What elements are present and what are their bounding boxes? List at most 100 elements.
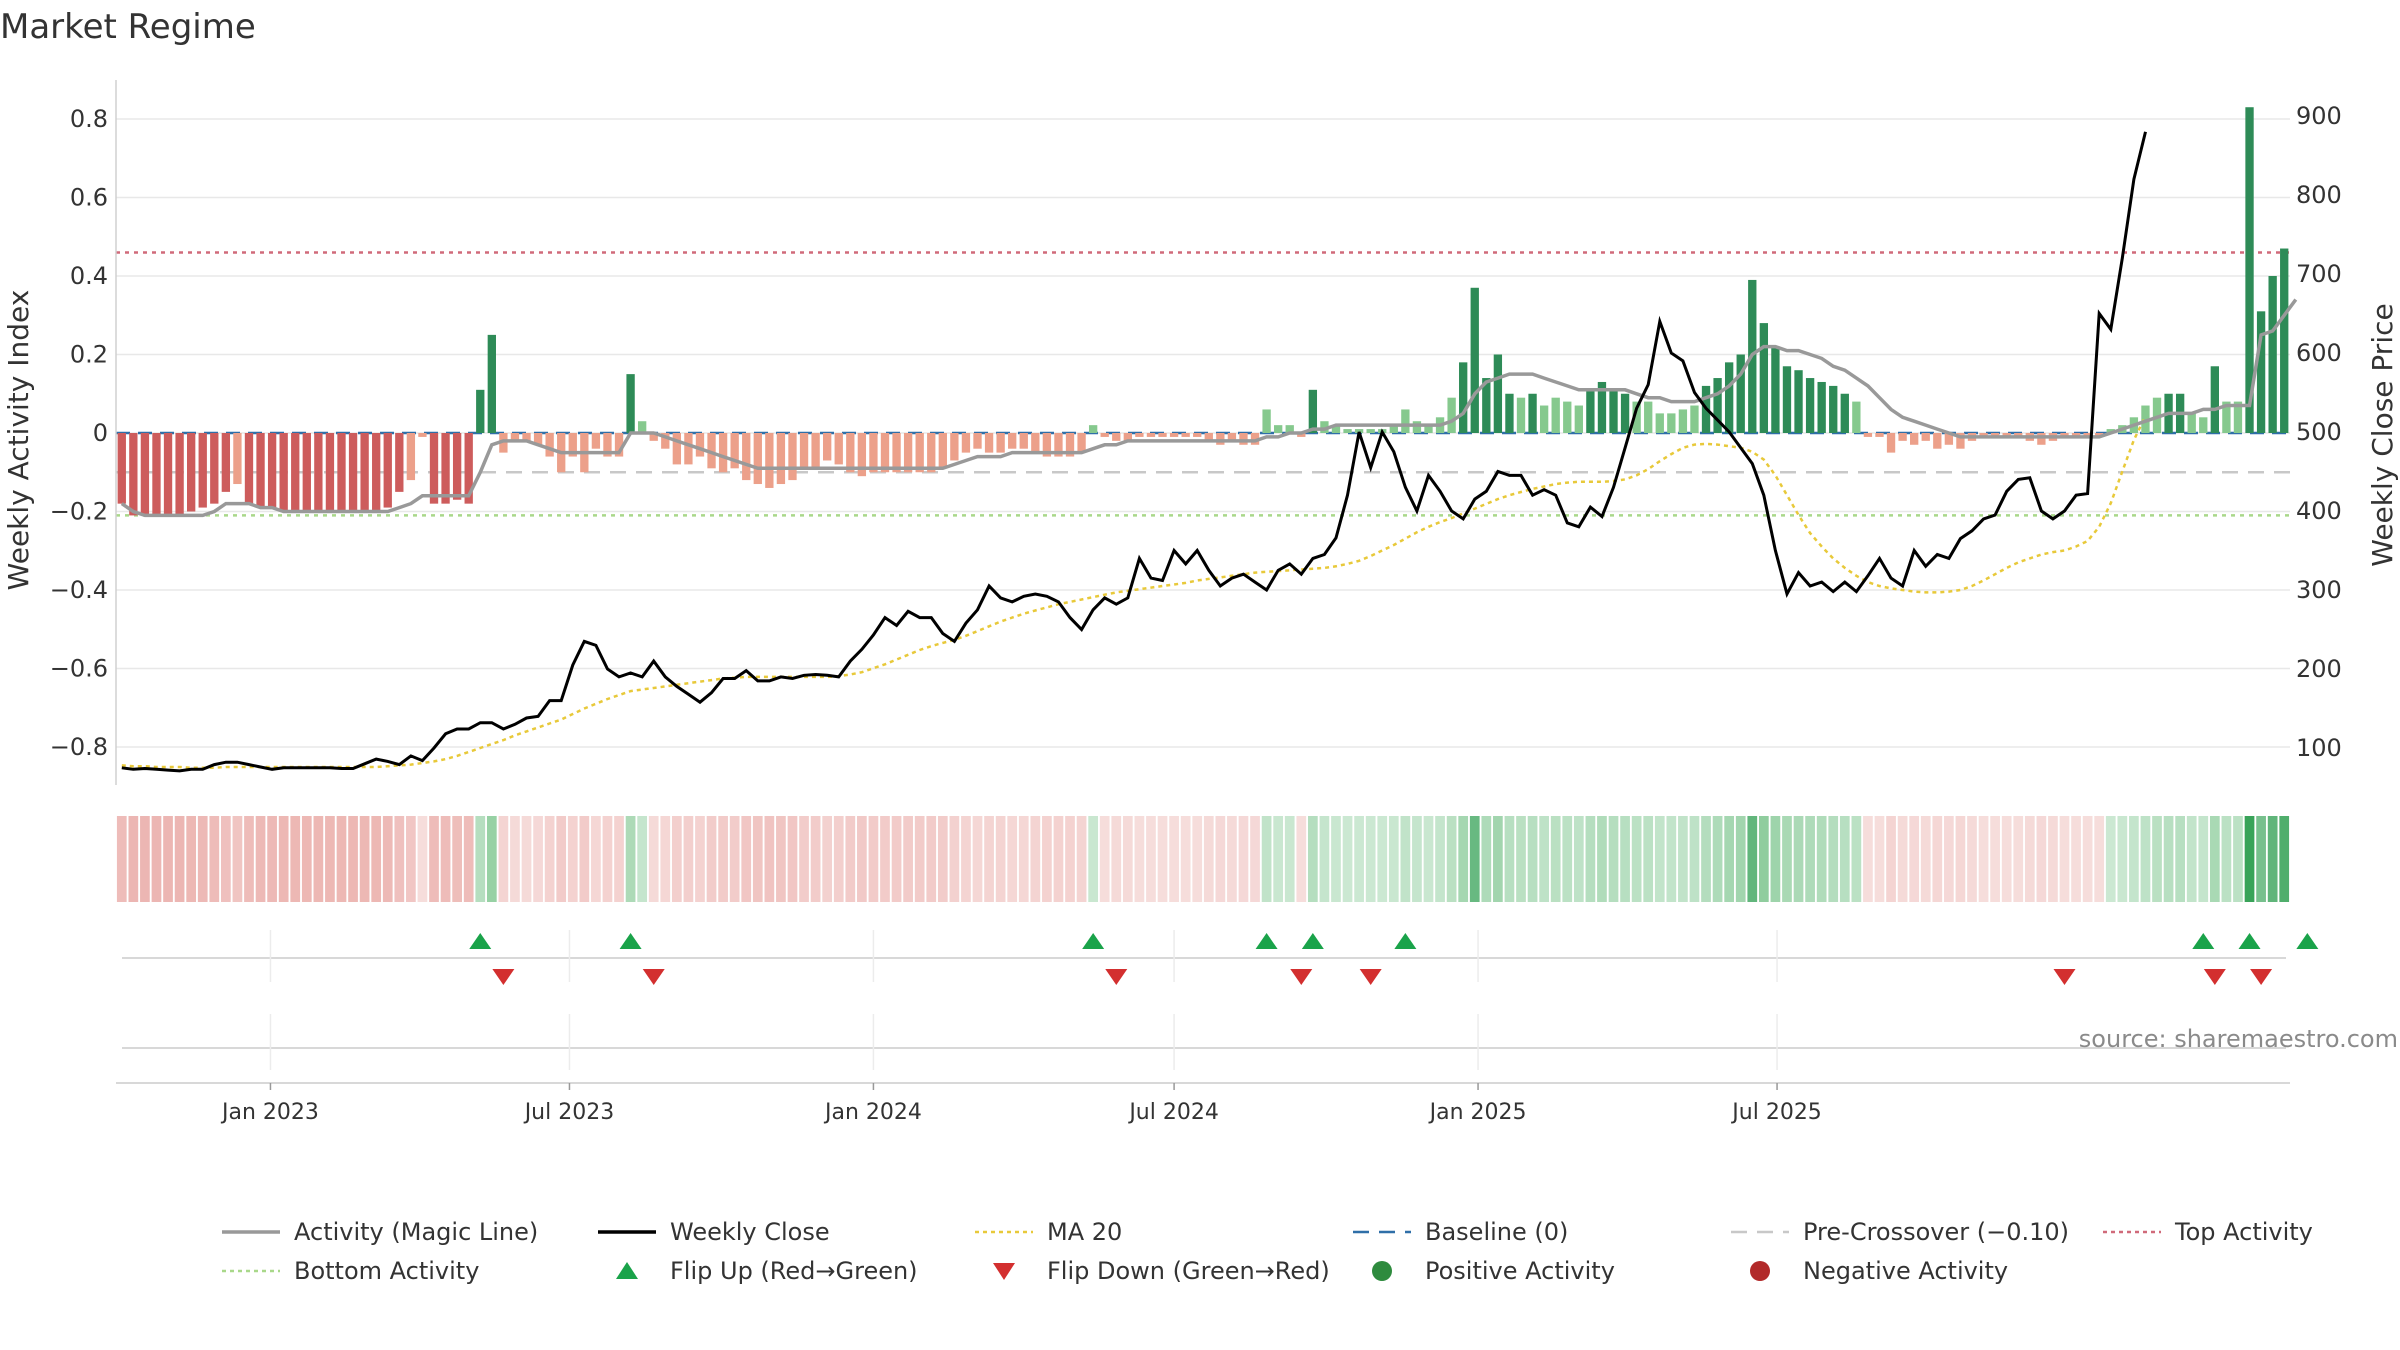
activity-bar — [2210, 366, 2219, 433]
activity-bar — [938, 433, 947, 469]
regime-cell — [2279, 816, 2290, 902]
activity-bar — [626, 374, 635, 433]
regime-cell — [1724, 816, 1735, 902]
activity-bar — [707, 433, 716, 469]
regime-cell — [1238, 816, 1249, 902]
activity-bar — [210, 433, 219, 504]
regime-cell — [729, 816, 740, 902]
legend-label: Flip Up (Red→Green) — [670, 1257, 918, 1285]
y-right-tick-label: 600 — [2296, 339, 2342, 367]
regime-cell — [1215, 816, 1226, 902]
regime-cell — [695, 816, 705, 902]
regime-cell — [1689, 816, 1700, 902]
regime-cell — [1493, 816, 1503, 902]
activity-bar — [1586, 389, 1595, 433]
regime-cell — [1331, 816, 1341, 902]
regime-cell — [2129, 816, 2139, 902]
y-left-tick-label: 0.4 — [70, 262, 108, 290]
regime-cell — [1909, 816, 1920, 902]
flip-up-marker — [2238, 933, 2261, 949]
regime-cell — [359, 816, 370, 902]
legend-item: Bottom Activity — [222, 1257, 479, 1285]
activity-bar — [325, 433, 335, 512]
activity-bar — [846, 433, 855, 473]
regime-cell — [1423, 816, 1434, 902]
activity-bar — [429, 433, 439, 504]
flip-up-marker — [1082, 933, 1105, 949]
activity-bar — [614, 433, 624, 457]
activity-bar — [2037, 433, 2046, 445]
activity-bar — [1875, 433, 1884, 437]
regime-cell — [232, 816, 243, 902]
activity-bar — [2187, 413, 2196, 433]
activity-bar — [2233, 401, 2243, 433]
series-lines — [120, 131, 2298, 773]
flip-down-marker — [1105, 969, 1128, 985]
y-left-tick-label: 0.2 — [70, 341, 108, 369]
activity-bar — [1459, 362, 1468, 433]
activity-bar — [464, 433, 473, 504]
regime-cell — [2082, 816, 2093, 902]
activity-bar — [1528, 393, 1537, 433]
regime-cell — [1458, 816, 1469, 902]
regime-cell — [1516, 816, 1526, 902]
legend-swatch — [1750, 1261, 1770, 1281]
weekly-close-line — [121, 131, 2147, 773]
activity-bar — [1320, 421, 1329, 433]
flip-markers — [116, 930, 2319, 1084]
y-right-tick-label: 300 — [2296, 576, 2342, 604]
activity-bar — [1933, 433, 1942, 449]
activity-bar — [1990, 433, 2000, 437]
regime-cell — [799, 816, 809, 902]
activity-bar — [1274, 425, 1283, 433]
activity-bar — [1713, 378, 1722, 433]
regime-cell — [1585, 816, 1596, 902]
flip-up-marker — [2192, 933, 2215, 949]
activity-bar — [591, 433, 601, 449]
regime-cell — [787, 816, 798, 902]
activity-bar — [1678, 409, 1688, 433]
y-right-tick-label: 500 — [2296, 418, 2342, 446]
activity-bar — [2245, 107, 2254, 433]
activity-bar — [140, 433, 150, 516]
regime-cell — [2256, 816, 2266, 902]
y-axis-left-label: Weekly Activity Index — [2, 290, 35, 591]
regime-cell — [301, 816, 312, 902]
regime-cell — [1319, 816, 1330, 902]
activity-bar — [603, 433, 612, 457]
regime-cell — [1192, 816, 1203, 902]
regime-cell — [1284, 816, 1295, 902]
activity-bar — [499, 433, 508, 453]
regime-cell — [1307, 816, 1318, 902]
y-right-tick-label: 700 — [2296, 260, 2342, 288]
flip-down-marker — [2053, 969, 2076, 985]
regime-cell — [1157, 816, 1168, 902]
activity-bar — [1158, 433, 1167, 437]
activity-bar — [1008, 433, 1017, 449]
legend-item: Weekly Close — [598, 1218, 830, 1246]
activity-bar — [1135, 433, 1144, 437]
regime-cell — [220, 816, 231, 902]
regime-cell — [151, 816, 162, 902]
regime-cell — [417, 816, 428, 902]
regime-cell — [116, 816, 127, 902]
activity-bar — [1979, 433, 1988, 437]
regime-cell — [278, 816, 289, 902]
regime-cell — [926, 816, 937, 902]
regime-cell — [209, 816, 220, 902]
legend-label: Weekly Close — [670, 1218, 830, 1246]
activity-bar — [1227, 433, 1237, 441]
legend-label: Pre-Crossover (−0.10) — [1803, 1218, 2069, 1246]
regime-cell — [174, 816, 185, 902]
regime-cell — [1666, 816, 1677, 902]
activity-bar — [1250, 433, 1260, 445]
regime-cell — [1747, 816, 1758, 902]
activity-bar — [1331, 425, 1341, 433]
legend-item: Flip Up (Red→Green) — [616, 1257, 918, 1285]
regime-cell — [764, 816, 775, 902]
legend-item: Pre-Crossover (−0.10) — [1731, 1218, 2069, 1246]
chart-title: Market Regime — [0, 7, 256, 47]
activity-bar — [314, 433, 323, 512]
regime-cell — [1227, 816, 1237, 902]
legend-label: Activity (Magic Line) — [294, 1218, 538, 1246]
